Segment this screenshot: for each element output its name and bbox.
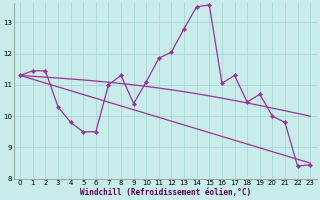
X-axis label: Windchill (Refroidissement éolien,°C): Windchill (Refroidissement éolien,°C) <box>80 188 251 197</box>
